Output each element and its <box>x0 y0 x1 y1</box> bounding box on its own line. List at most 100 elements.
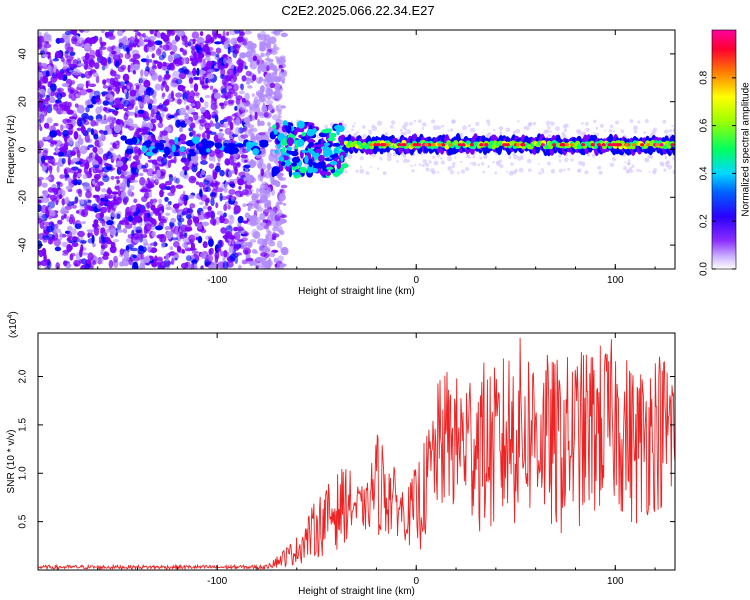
feature-blob <box>144 140 152 145</box>
noise-blob <box>122 257 130 262</box>
noise-blob <box>59 103 64 109</box>
noise-blob <box>116 160 124 167</box>
noise-blob <box>247 214 252 220</box>
noise-blob <box>257 92 262 99</box>
transition-blob <box>282 146 286 154</box>
transition-blob <box>329 160 338 166</box>
noise-blob <box>191 48 196 56</box>
noise-point <box>449 170 455 175</box>
noise-blob <box>260 52 264 58</box>
noise-blob <box>267 200 272 207</box>
noise-point <box>475 121 480 127</box>
noise-blob <box>77 83 85 88</box>
line-peak <box>596 143 601 147</box>
noise-blob <box>103 106 108 112</box>
noise-blob <box>173 241 180 248</box>
line-peak <box>515 143 520 147</box>
transition-blob <box>291 156 301 164</box>
noise-blob <box>106 46 114 52</box>
noise-blob <box>275 75 281 82</box>
noise-blob <box>268 257 272 266</box>
noise-blob <box>61 83 70 87</box>
noise-blob <box>95 212 103 220</box>
noise-point <box>627 159 631 162</box>
noise-blob <box>202 179 210 185</box>
transition-blob <box>296 120 305 129</box>
noise-blob <box>184 170 188 176</box>
noise-blob <box>117 103 125 110</box>
transition-blob <box>332 172 341 177</box>
noise-blob <box>98 169 104 175</box>
noise-point <box>348 153 351 156</box>
noise-blob <box>255 256 264 262</box>
noise-blob <box>264 58 272 61</box>
noise-blob <box>64 205 72 210</box>
noise-point <box>432 125 438 130</box>
line-peak <box>505 143 510 147</box>
noise-blob <box>238 264 242 269</box>
noise-blob <box>137 109 145 115</box>
noise-blob <box>74 103 79 108</box>
noise-blob <box>50 83 57 92</box>
noise-blob <box>55 262 60 269</box>
noise-blob <box>72 236 78 242</box>
noise-blob <box>188 40 192 47</box>
noise-blob <box>48 165 53 171</box>
noise-blob <box>200 265 204 269</box>
noise-blob <box>219 73 225 80</box>
noise-blob <box>95 75 100 84</box>
noise-blob <box>198 69 207 75</box>
noise-point <box>499 164 504 169</box>
noise-point <box>487 123 491 126</box>
noise-point <box>671 125 674 128</box>
noise-blob <box>238 90 246 95</box>
noise-blob <box>74 42 82 47</box>
noise-point <box>413 120 417 123</box>
noise-blob <box>133 30 139 33</box>
noise-blob <box>110 175 115 180</box>
noise-point <box>563 157 569 163</box>
noise-point <box>593 119 597 124</box>
noise-blob <box>93 90 101 100</box>
noise-blob <box>147 183 155 189</box>
noise-point <box>578 168 582 172</box>
noise-blob <box>42 221 51 226</box>
noise-blob <box>251 127 258 133</box>
noise-blob <box>38 40 42 50</box>
noise-point <box>637 120 641 124</box>
feature-blob <box>179 146 185 153</box>
noise-blob <box>38 121 41 130</box>
noise-point <box>370 166 373 168</box>
line-peak <box>448 143 453 147</box>
noise-blob <box>263 209 272 213</box>
transition-blob <box>317 147 323 154</box>
noise-point <box>593 132 596 135</box>
line-peak <box>646 143 651 147</box>
line-core <box>356 140 362 146</box>
noise-blob <box>173 225 180 235</box>
y-tick-label: 1.0 <box>18 466 29 480</box>
noise-blob <box>57 219 63 225</box>
noise-blob <box>267 230 272 237</box>
noise-point <box>498 127 501 129</box>
noise-blob <box>237 178 245 186</box>
noise-point <box>510 172 514 175</box>
y-tick-label: -40 <box>18 237 29 252</box>
feature-blob <box>231 146 239 154</box>
noise-blob <box>40 204 48 214</box>
noise-blob <box>95 194 101 202</box>
noise-point <box>465 167 470 171</box>
noise-blob <box>206 60 214 67</box>
noise-point <box>591 153 595 157</box>
noise-blob <box>95 106 102 115</box>
noise-blob <box>97 147 104 155</box>
x-tick-label: -100 <box>207 576 227 587</box>
noise-blob <box>188 206 193 216</box>
noise-point <box>611 157 617 162</box>
noise-blob <box>216 210 223 216</box>
noise-blob <box>192 67 197 77</box>
noise-blob <box>227 120 232 126</box>
line-peak <box>381 143 386 147</box>
noise-blob <box>276 262 281 269</box>
noise-blob <box>130 204 138 214</box>
